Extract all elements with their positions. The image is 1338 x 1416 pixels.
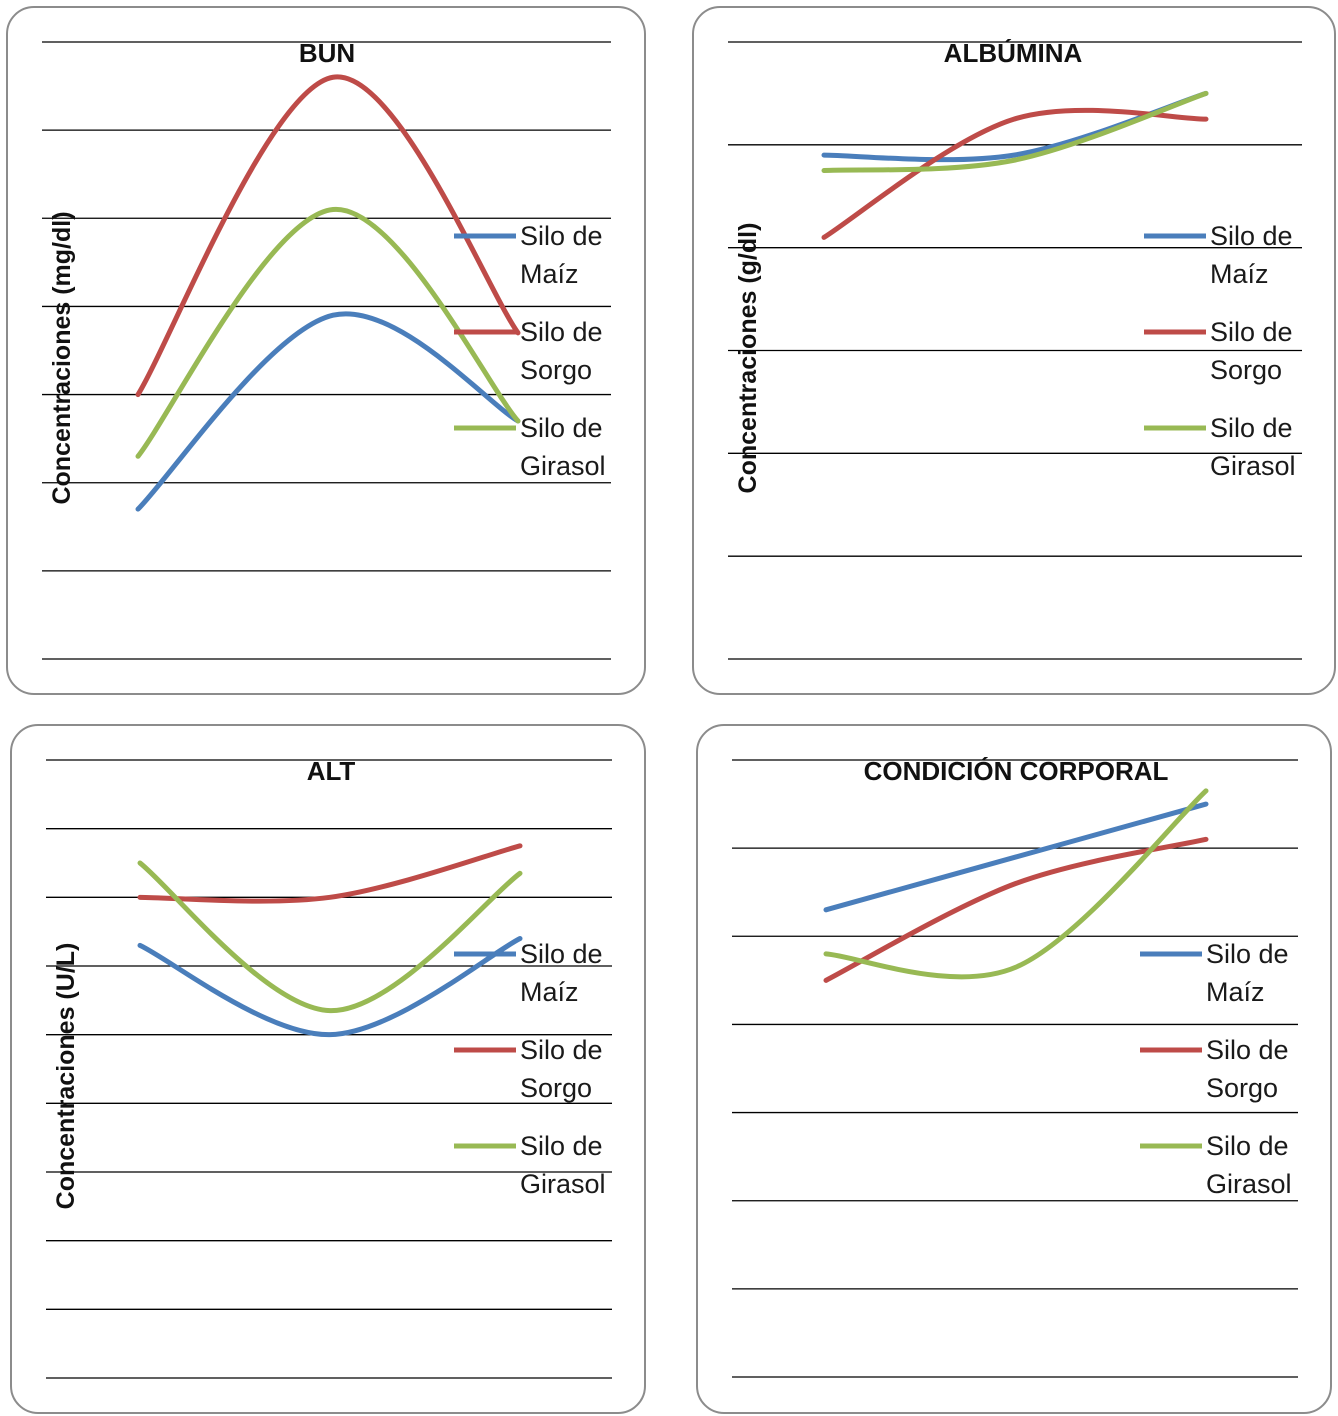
legend-label: Sorgo — [520, 355, 592, 385]
series-line-maiz — [135, 311, 521, 512]
legend-label: Silo de — [1210, 221, 1293, 251]
chart-albumina: Silo de Maíz Silo de Sorgo Silo de Girasol ALB… — [728, 38, 1302, 660]
legend-label: Silo de — [520, 317, 603, 347]
y-axis-label: Concentraciones (mg/dl) — [48, 211, 76, 504]
legend-label: Silo de — [520, 413, 603, 443]
legend-label: Maíz — [520, 977, 579, 1007]
series-line-maiz — [823, 801, 1209, 913]
series-line-sorgo — [823, 836, 1209, 983]
legend-label: Silo de — [520, 221, 603, 251]
legend-label: Silo de — [1206, 939, 1289, 969]
legend-label: Maíz — [1206, 977, 1265, 1007]
y-axis-label: Concentraciones (U/L) — [52, 943, 80, 1210]
legend-label: Silo de — [520, 1035, 603, 1065]
legend-label: Girasol — [1210, 451, 1296, 481]
legend-label: Maíz — [1210, 259, 1269, 289]
chart-title: BUN — [299, 38, 355, 68]
legend-label: Sorgo — [1210, 355, 1282, 385]
legend-label: Girasol — [520, 451, 606, 481]
chart-panel-alt: Silo de Maíz Silo de Sorgo Silo de Girasol ALT… — [10, 724, 646, 1414]
chart-title: ALT — [307, 756, 356, 786]
legend-label: Girasol — [520, 1169, 606, 1199]
chart-bun: Silo de Maíz Silo de Sorgo Silo de Girasol BUN… — [42, 38, 611, 660]
legend-label: Sorgo — [520, 1073, 592, 1103]
chart-title: CONDICIÓN CORPORAL — [864, 756, 1169, 786]
legend-label: Silo de — [1210, 317, 1293, 347]
chart-panel-condicion-corporal: Silo de Maíz Silo de Sorgo Silo de Girasol CON… — [696, 724, 1332, 1414]
series-line-girasol — [823, 788, 1209, 980]
chart-title: ALBÚMINA — [944, 38, 1083, 68]
series-line-sorgo — [135, 74, 521, 398]
legend-label: Girasol — [1206, 1169, 1292, 1199]
y-axis-label: Concentraciones (g/dl) — [734, 223, 762, 494]
series-line-girasol — [137, 860, 523, 1014]
legend-label: Silo de — [1206, 1131, 1289, 1161]
legend-label: Silo de — [520, 939, 603, 969]
legend-label: Silo de — [520, 1131, 603, 1161]
chart-alt: Silo de Maíz Silo de Sorgo Silo de Girasol ALT… — [46, 756, 612, 1379]
series-line-girasol — [821, 90, 1209, 174]
series-line-sorgo — [821, 107, 1209, 240]
series-line-maiz — [821, 90, 1209, 163]
chart-condicion-corporal: Silo de Maíz Silo de Sorgo Silo de Girasol CON… — [732, 756, 1298, 1378]
chart-panel-bun: Silo de Maíz Silo de Sorgo Silo de Girasol BUN… — [6, 6, 646, 695]
series-line-girasol — [135, 206, 521, 459]
series-line-maiz — [137, 936, 523, 1038]
legend-label: Sorgo — [1206, 1073, 1278, 1103]
legend-label: Silo de — [1206, 1035, 1289, 1065]
series-line-sorgo — [137, 843, 523, 904]
legend-label: Maíz — [520, 259, 579, 289]
legend-label: Silo de — [1210, 413, 1293, 443]
chart-panel-albumina: Silo de Maíz Silo de Sorgo Silo de Girasol ALB… — [692, 6, 1336, 695]
